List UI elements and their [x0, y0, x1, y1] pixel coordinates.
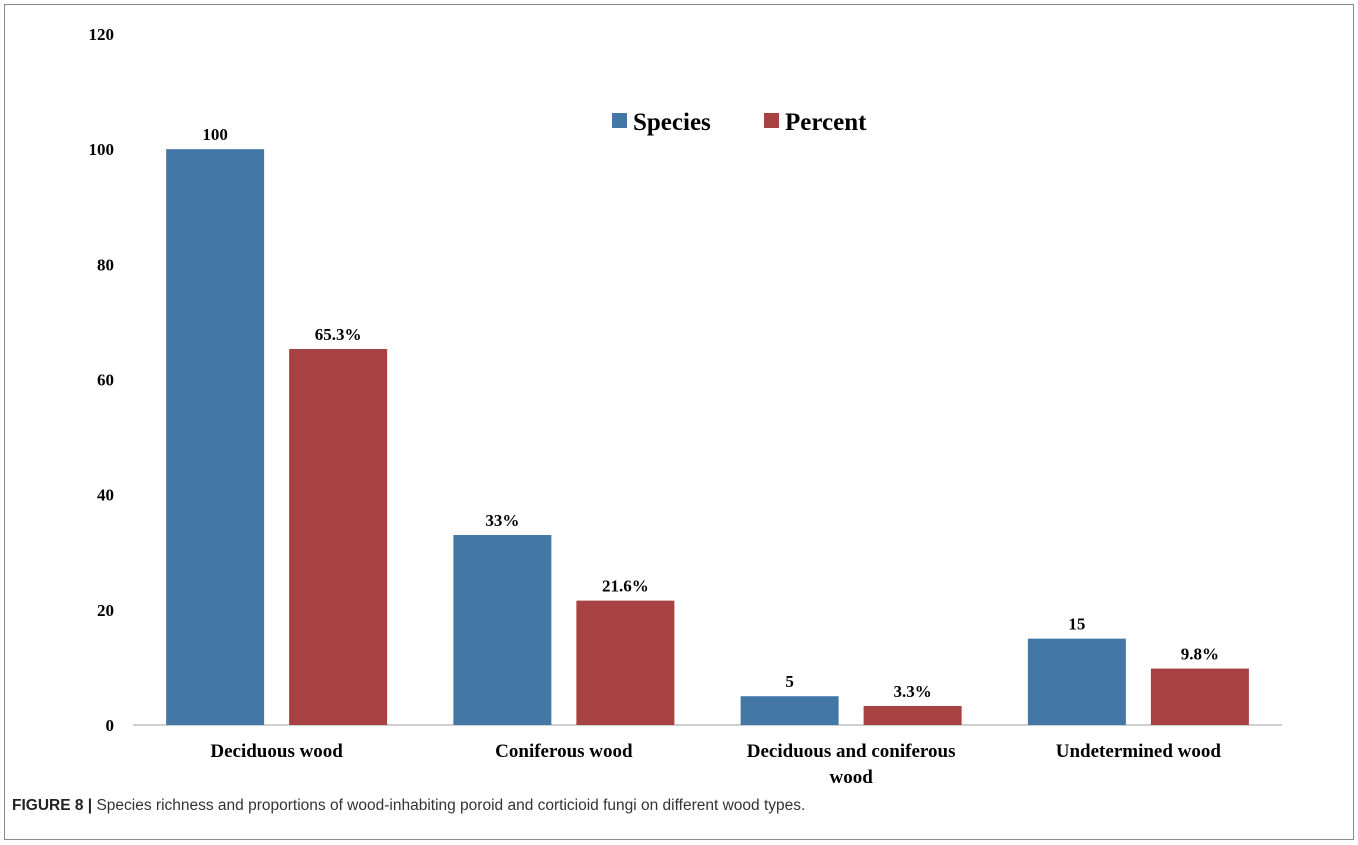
figure-number: FIGURE 8 | — [12, 797, 93, 814]
bar-percent-0 — [289, 348, 388, 725]
bar-percent-1 — [576, 600, 675, 725]
y-tick-label: 20 — [97, 601, 114, 620]
category-labels: Deciduous wood Coniferous wood Deciduous a… — [210, 741, 1221, 788]
y-tick-label: 80 — [97, 255, 114, 274]
data-label-percent-1: 21.6% — [602, 577, 649, 596]
bar-percent-3 — [1150, 668, 1249, 725]
y-tick-label: 100 — [89, 140, 115, 159]
y-tick-label: 120 — [89, 25, 115, 44]
category-label-2: Deciduous and coniferous — [747, 741, 956, 762]
category-label-0: Deciduous wood — [210, 741, 343, 762]
bar-species-2 — [740, 696, 839, 725]
bars — [166, 149, 1249, 725]
category-label-2: wood — [829, 767, 873, 788]
data-label-percent-3: 9.8% — [1181, 645, 1219, 664]
legend-label-species: Species — [633, 109, 711, 136]
bar-percent-2 — [863, 705, 962, 725]
data-label-percent-2: 3.3% — [894, 682, 932, 701]
caption-text: Species richness and proportions of wood… — [96, 797, 806, 814]
bar-species-3 — [1027, 638, 1126, 725]
figure-caption: FIGURE 8 | Species richness and proporti… — [12, 797, 805, 815]
legend: Species Percent — [612, 109, 867, 136]
bar-species-1 — [453, 534, 552, 725]
bar-chart: 0 20 40 60 80 100 120 100 65.3% 33% 21.6% 5 3.3% 15 9… — [89, 25, 1282, 788]
data-label-species-3: 15 — [1068, 615, 1085, 634]
legend-label-percent: Percent — [785, 109, 867, 136]
category-label-3: Undetermined wood — [1056, 741, 1222, 762]
figure-frame — [4, 4, 1354, 840]
legend-swatch-species — [612, 113, 627, 128]
y-tick-label: 40 — [97, 486, 114, 505]
y-axis-ticks: 0 20 40 60 80 100 120 — [89, 25, 115, 735]
y-tick-label: 60 — [97, 371, 114, 390]
y-tick-label: 0 — [106, 716, 115, 735]
legend-swatch-percent — [764, 113, 779, 128]
bar-species-0 — [166, 149, 265, 725]
data-label-species-0: 100 — [202, 125, 228, 144]
data-label-percent-0: 65.3% — [315, 325, 362, 344]
category-label-1: Coniferous wood — [495, 741, 633, 762]
data-label-species-2: 5 — [785, 672, 794, 691]
data-label-species-1: 33% — [485, 511, 519, 530]
data-labels: 100 65.3% 33% 21.6% 5 3.3% 15 9.8% — [202, 125, 1219, 701]
